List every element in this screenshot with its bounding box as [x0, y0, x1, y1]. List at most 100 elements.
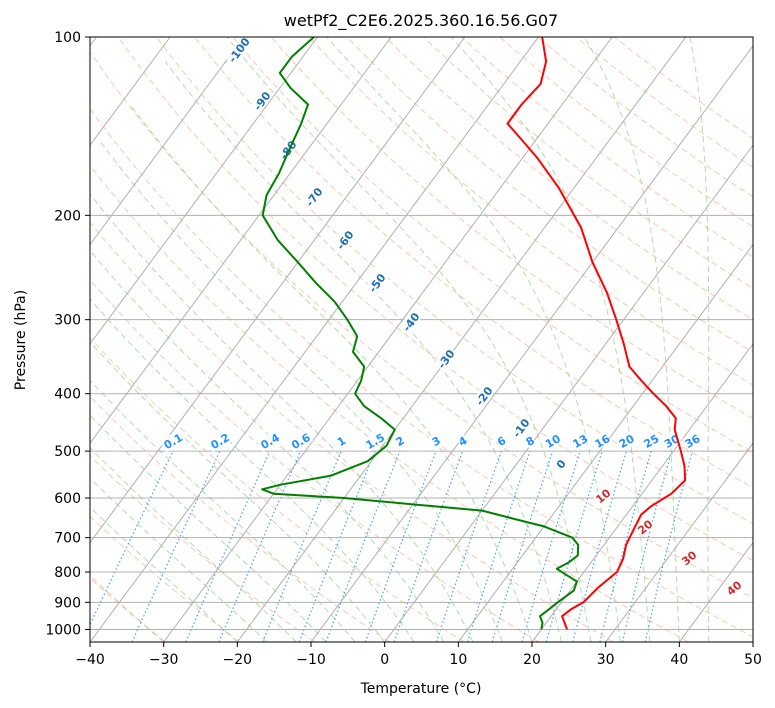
- moist-adiabat-line: [326, 37, 621, 642]
- mixing-ratio-label-group: 4: [455, 432, 470, 449]
- mixing-ratio-label: 25: [642, 432, 662, 451]
- moist-adiabat-line: [90, 379, 356, 642]
- mixing-ratio-label-backdrop: [256, 429, 283, 453]
- mixing-ratio-line: [364, 450, 437, 642]
- mixing-ratio-label-backdrop: [616, 431, 637, 451]
- mixing-ratio-line: [262, 450, 342, 642]
- isotherm-label-backdrop: [433, 345, 458, 372]
- dry-adiabat-line: [90, 107, 753, 638]
- mixing-ratio-line: [435, 450, 503, 642]
- mixing-ratio-label-group: 16: [591, 431, 613, 451]
- dry-adiabat-line: [90, 221, 614, 642]
- x-tick-label: −30: [149, 652, 179, 668]
- moist-adiabat-line: [90, 249, 445, 642]
- mixing-ratio-label-group: 25: [640, 431, 662, 451]
- mixing-ratio-label-group: 13: [569, 431, 591, 451]
- y-tick-label: 400: [54, 387, 81, 403]
- mixing-ratio-label-group: 10: [542, 431, 563, 451]
- isotherm-label-backdrop: [364, 269, 389, 296]
- moist-adiabat-line: [90, 414, 327, 642]
- mixing-ratio-label-group: 1: [333, 432, 349, 449]
- isotherm-label-backdrop: [471, 382, 496, 409]
- mixing-ratio-label-backdrop: [681, 431, 703, 451]
- x-axis-ticks: −40 −30 −20 −10 0 10 20 30 40 50: [75, 642, 762, 668]
- y-axis-label: Pressure (hPa): [13, 290, 29, 390]
- plot-frame: [89, 36, 754, 643]
- dry-adiabat-label: 10: [593, 486, 613, 506]
- dry-adiabat-line: [90, 50, 753, 599]
- mixing-ratio-label: 13: [570, 432, 590, 451]
- moist-adiabat-line: [226, 37, 592, 642]
- isotherm-line: [384, 144, 753, 642]
- dry-adiabat-label-backdrop: [634, 516, 655, 537]
- mixing-ratio-label-group: 20: [616, 431, 637, 451]
- mixing-ratio-label-backdrop: [542, 431, 563, 451]
- isotherm-label-backdrop: [398, 308, 423, 335]
- dry-adiabat-line: [232, 37, 753, 454]
- dry-adiabat-label-backdrop: [678, 547, 699, 568]
- mixing-ratio-line: [545, 450, 603, 642]
- dry-adiabat-line: [90, 279, 540, 642]
- dry-adiabat-label-group: 10: [592, 485, 614, 506]
- x-tick-label: 50: [744, 652, 762, 668]
- dry-adiabat-line: [117, 37, 753, 562]
- mixing-ratio-line: [325, 450, 401, 642]
- y-tick-label: 300: [54, 313, 81, 329]
- y-tick-label: 700: [54, 531, 81, 547]
- mixing-ratio-label: 20: [617, 432, 637, 451]
- mixing-ratio-line: [90, 450, 174, 626]
- isotherm-label-group: -50: [364, 269, 389, 296]
- isoline-labels: -100-90-80-70-60-50-40-30-20-1000.1 0.2 0.…: [159, 37, 745, 598]
- isotherm-line: [605, 442, 753, 642]
- moist-adiabat-line: [164, 61, 562, 642]
- isotherm-label-backdrop: [249, 87, 274, 114]
- dry-adiabat-line: [385, 37, 753, 321]
- y-tick-label: 800: [54, 565, 81, 581]
- isotherm-line: [90, 37, 318, 345]
- mixing-ratio-label-backdrop: [392, 432, 407, 449]
- isotherm-label-group: -80: [275, 136, 300, 163]
- moist-adiabat-line: [90, 446, 297, 642]
- mixing-ratio-label-group: 0.6: [287, 429, 314, 453]
- x-tick-label: −10: [296, 652, 326, 668]
- dewpoint-profile-line: [261, 37, 580, 630]
- moist-adiabat-line: [90, 298, 415, 642]
- moist-adiabat-line: [99, 140, 503, 642]
- dry-adiabat-line: [270, 37, 753, 420]
- dry-adiabat-line: [346, 37, 753, 353]
- mixing-ratio-label-backdrop: [522, 432, 537, 449]
- dry-adiabat-line: [537, 37, 753, 198]
- mixing-ratio-label-backdrop: [428, 432, 443, 449]
- mixing-ratio-label-group: 2: [392, 432, 407, 449]
- isotherm-label-group: -70: [301, 183, 326, 210]
- isotherm-label-group: -60: [332, 226, 357, 253]
- mixing-ratio-line: [572, 450, 628, 642]
- background-lines: [90, 37, 753, 642]
- x-tick-label: −40: [75, 652, 105, 668]
- isotherm-line: [531, 343, 753, 642]
- mixing-ratio-line: [298, 450, 376, 642]
- moist-adiabat-line: [129, 104, 533, 642]
- dry-adiabat-label-group: 40: [723, 577, 745, 598]
- isotherm-label-group: 0: [552, 456, 569, 471]
- dry-adiabat-label: 40: [724, 578, 744, 598]
- x-tick-label: 40: [670, 652, 688, 668]
- mixing-ratio-label: 10: [543, 432, 563, 451]
- y-tick-label: 500: [54, 444, 81, 460]
- x-axis-label: Temperature (°C): [360, 681, 482, 697]
- moist-adiabat-line: [450, 37, 651, 642]
- x-tick-label: 0: [380, 652, 389, 668]
- mixing-ratio-label-backdrop: [455, 432, 470, 449]
- x-tick-label: 30: [597, 652, 615, 668]
- temperature-profile-line: [506, 37, 687, 630]
- mixing-ratio-label-backdrop: [569, 431, 591, 451]
- dry-adiabat-line: [90, 455, 315, 642]
- mixing-ratio-line: [466, 450, 531, 642]
- isotherm-line: [90, 37, 171, 147]
- y-axis-ticks: 100 200 300 400 500 600 700 800 900 1000: [45, 30, 90, 638]
- moist-adiabat-line: [584, 37, 680, 642]
- mixing-ratio-label-backdrop: [159, 429, 187, 453]
- mixing-ratio-line: [521, 450, 581, 642]
- moist-adiabat-line: [90, 341, 386, 642]
